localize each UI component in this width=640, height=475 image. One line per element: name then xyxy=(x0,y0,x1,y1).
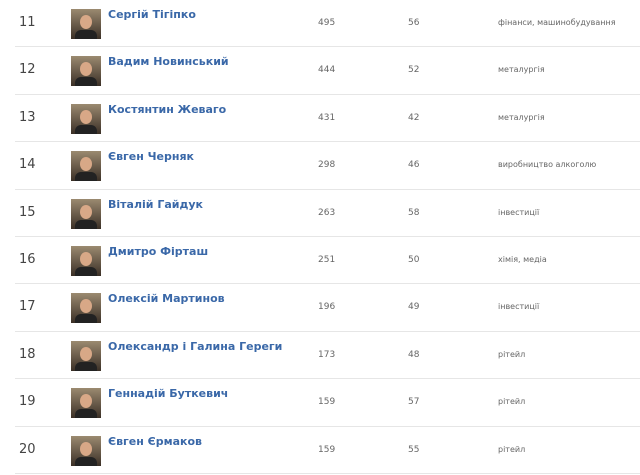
person-name-link[interactable]: Віталій Гайдук xyxy=(108,197,203,211)
person-name-link[interactable]: Олександр і Галина Гереги xyxy=(108,339,283,353)
rank: 15 xyxy=(19,204,36,220)
person-name-link[interactable]: Костянтин Жеваго xyxy=(108,102,227,116)
industry: металургія xyxy=(498,65,545,75)
rank: 11 xyxy=(19,15,36,30)
person-name-link[interactable]: Геннадій Буткевич xyxy=(108,387,229,401)
table-row: 19 Геннадій Буткевич 159 57 рітейл xyxy=(15,379,640,427)
table-row: 18 Олександр і Галина Гереги 173 48 ріте… xyxy=(15,332,640,380)
table-row: 16 Дмитро Фірташ 251 50 хімія, медіа xyxy=(15,237,640,285)
age: 56 xyxy=(408,18,420,28)
industry: хімія, медіа xyxy=(498,254,547,264)
net-worth: 298 xyxy=(318,160,336,171)
person-photo[interactable] xyxy=(71,198,101,229)
age: 55 xyxy=(408,444,420,455)
rank: 17 xyxy=(19,299,36,315)
industry: інвестиції xyxy=(498,302,540,312)
rank: 19 xyxy=(19,394,36,410)
age: 42 xyxy=(408,112,420,123)
person-photo[interactable] xyxy=(71,340,101,371)
age: 57 xyxy=(408,397,420,408)
table-row: 17 Олексій Мартинов 196 49 інвестиції xyxy=(15,284,640,332)
rank: 14 xyxy=(19,157,36,173)
industry: металургія xyxy=(498,112,545,122)
person-photo[interactable] xyxy=(71,293,101,324)
industry: рітейл xyxy=(498,444,526,454)
industry: рітейл xyxy=(498,349,526,359)
person-photo[interactable] xyxy=(71,245,101,276)
net-worth: 196 xyxy=(318,302,336,313)
age: 48 xyxy=(408,349,420,360)
rank: 18 xyxy=(19,346,36,362)
industry: рітейл xyxy=(498,397,526,407)
rank: 16 xyxy=(19,251,36,267)
person-name-link[interactable]: Євген Єрмаков xyxy=(108,434,203,448)
person-photo[interactable] xyxy=(71,435,101,466)
age: 58 xyxy=(408,207,420,218)
person-name-link[interactable]: Сергій Тігіпко xyxy=(108,8,196,21)
person-photo[interactable] xyxy=(71,151,101,182)
person-photo[interactable] xyxy=(71,56,101,87)
net-worth: 495 xyxy=(318,18,336,28)
net-worth: 159 xyxy=(318,444,336,455)
person-photo[interactable] xyxy=(71,103,101,134)
net-worth: 159 xyxy=(318,397,336,408)
rank: 13 xyxy=(19,109,36,125)
table-row: 14 Євген Черняк 298 46 виробництво алког… xyxy=(15,142,640,190)
person-name-link[interactable]: Олексій Мартинов xyxy=(108,292,225,306)
age: 50 xyxy=(408,254,420,265)
net-worth: 263 xyxy=(318,207,336,218)
person-photo[interactable] xyxy=(71,9,101,39)
person-name-link[interactable]: Євген Черняк xyxy=(108,150,195,164)
table-row: 12 Вадим Новинський 444 52 металургія xyxy=(15,47,640,95)
net-worth: 251 xyxy=(318,254,336,265)
rank: 20 xyxy=(19,441,36,457)
table-row: 20 Євген Єрмаков 159 55 рітейл xyxy=(15,427,640,474)
table-row: 13 Костянтин Жеваго 431 42 металургія xyxy=(15,95,640,143)
person-name-link[interactable]: Дмитро Фірташ xyxy=(108,244,209,258)
table-row: 15 Віталій Гайдук 263 58 інвестиції xyxy=(15,190,640,237)
industry: інвестиції xyxy=(498,207,540,217)
rank: 12 xyxy=(19,62,36,78)
industry: виробництво алкоголю xyxy=(498,160,597,170)
net-worth: 444 xyxy=(318,65,336,76)
age: 52 xyxy=(408,65,420,76)
net-worth: 173 xyxy=(318,349,336,360)
person-photo[interactable] xyxy=(71,388,101,419)
age: 46 xyxy=(408,160,420,171)
person-name-link[interactable]: Вадим Новинський xyxy=(108,55,229,69)
industry: фінанси, машинобудування xyxy=(498,18,616,27)
table-row: 11 Сергій Тігіпко 495 56 фінанси, машино… xyxy=(15,0,640,48)
age: 49 xyxy=(408,302,420,313)
net-worth: 431 xyxy=(318,112,336,123)
